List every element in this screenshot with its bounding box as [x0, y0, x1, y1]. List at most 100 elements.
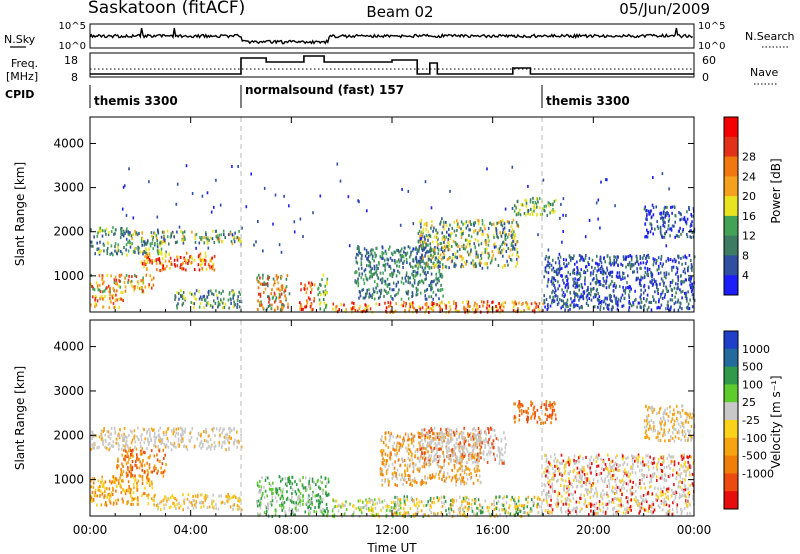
- echo-cell: [549, 295, 551, 299]
- echo-cell: [207, 445, 210, 449]
- echo-cell: [132, 491, 135, 495]
- echo-cell: [233, 300, 235, 304]
- echo-cell: [578, 298, 580, 302]
- echo-cell: [688, 208, 690, 211]
- echo-cell: [396, 496, 398, 500]
- echo-cell: [645, 256, 648, 259]
- echo-cell: [622, 285, 624, 289]
- echo-cell: [633, 270, 636, 274]
- echo-cell: [207, 440, 209, 444]
- echo-cell: [478, 503, 481, 507]
- echo-cell: [112, 445, 114, 448]
- echo-cell: [334, 499, 336, 503]
- echo-cell: [200, 441, 202, 445]
- echo-cell: [384, 435, 387, 439]
- echo-cell: [649, 211, 651, 215]
- echo-cell: [543, 275, 545, 279]
- echo-cell: [585, 302, 588, 305]
- echo-cell: [495, 513, 498, 517]
- echo-cell: [553, 270, 556, 273]
- echo-cell: [671, 268, 673, 272]
- echo-cell: [424, 461, 427, 464]
- echo-cell: [133, 486, 135, 490]
- echo-cell: [439, 470, 441, 474]
- echo-cell: [419, 280, 421, 284]
- echo-cell: [124, 447, 126, 451]
- echo-cell: [314, 494, 316, 498]
- echo-cell: [453, 264, 455, 268]
- echo-cell: [677, 278, 680, 282]
- echo-cell: [573, 272, 576, 275]
- echo-cell: [424, 270, 427, 274]
- echo-cell: [458, 477, 460, 481]
- echo-cell: [263, 291, 265, 294]
- echo-cell: [665, 285, 667, 289]
- echo-cell: [621, 304, 623, 308]
- echo-cell: [468, 468, 471, 472]
- echo-cell: [181, 263, 183, 266]
- echo-cell: [127, 480, 130, 484]
- echo-cell: [644, 205, 646, 209]
- echo-cell: [610, 308, 613, 312]
- echo-cell: [358, 272, 361, 276]
- echo-cell: [665, 287, 668, 291]
- echo-cell: [309, 477, 311, 481]
- echo-cell: [511, 253, 514, 257]
- echo-cell: [136, 466, 138, 470]
- echo-cell: [616, 258, 618, 262]
- echo-cell: [384, 265, 386, 269]
- echo-cell: [154, 241, 156, 245]
- echo-cell: [396, 451, 398, 455]
- echo-cell: [428, 284, 431, 287]
- echo-cell: [525, 201, 528, 205]
- echo-cell: [92, 481, 95, 485]
- echo-cell: [389, 434, 392, 438]
- echo-cell: [452, 510, 455, 514]
- echo-cell: [396, 498, 399, 502]
- echo-cell: [468, 505, 470, 509]
- echo-cell: [146, 256, 148, 260]
- echo-cell: [507, 263, 509, 267]
- echo-cell: [368, 270, 371, 274]
- echo-cell: [124, 456, 126, 460]
- echo-cell: [102, 297, 104, 301]
- echo-cell: [417, 261, 419, 265]
- echo-cell: [574, 295, 576, 299]
- echo-cell: [396, 260, 398, 264]
- echo-cell: [622, 258, 625, 262]
- echo-cell: [357, 277, 359, 281]
- echo-cell: [645, 208, 647, 212]
- echo-cell: [387, 505, 390, 509]
- echo-cell: [278, 487, 281, 490]
- echo-cell: [436, 243, 439, 247]
- echo-cell: [267, 305, 270, 308]
- echo-cell: [273, 291, 276, 295]
- echo-cell: [654, 258, 656, 262]
- echo-cell: [110, 426, 113, 430]
- echo-cell: [461, 258, 463, 262]
- echo-cell: [438, 476, 441, 480]
- echo-cell: [526, 511, 529, 515]
- echo-cell: [431, 301, 433, 305]
- echo-cell: [436, 277, 439, 281]
- echo-cell: [203, 439, 206, 443]
- echo-cell: [335, 499, 338, 503]
- echo-cell: [266, 276, 269, 280]
- echo-cell: [371, 257, 374, 261]
- echo-cell: [473, 304, 476, 308]
- echo-cell: [403, 497, 406, 501]
- echo-cell: [149, 244, 152, 248]
- echo-cell: [669, 284, 672, 288]
- echo-cell: [361, 288, 363, 292]
- echo-cell: [412, 259, 415, 263]
- echo-cell: [609, 270, 612, 274]
- echo-cell: [522, 203, 525, 207]
- echo-cell: [353, 301, 355, 305]
- echo-cell: [146, 253, 148, 257]
- echo-cell: [501, 304, 503, 308]
- echo-cell: [411, 249, 414, 253]
- echo-cell: [469, 242, 471, 246]
- echo-cell: [161, 441, 164, 445]
- echo-cell: [472, 263, 475, 267]
- echo-cell: [138, 457, 140, 461]
